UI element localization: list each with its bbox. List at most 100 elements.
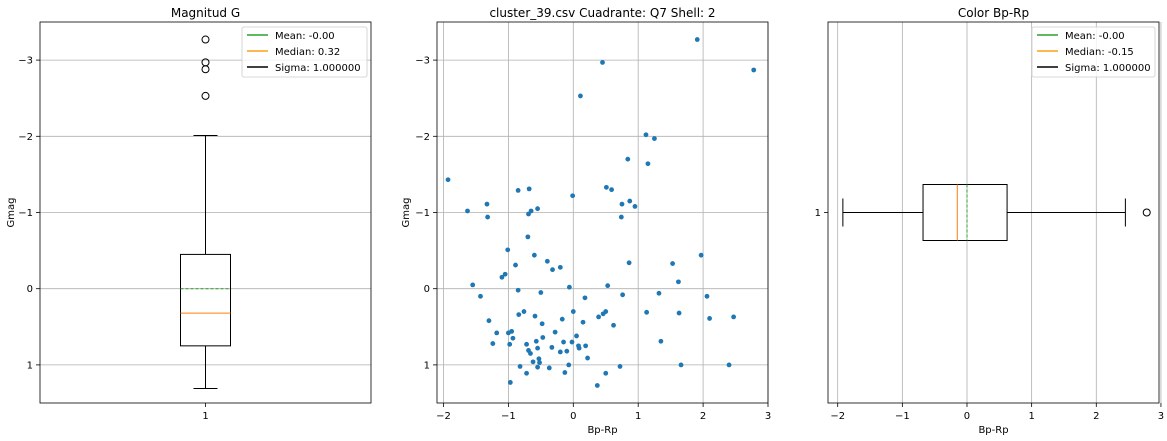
scatter-point xyxy=(486,318,492,324)
scatter-point xyxy=(676,310,682,316)
scatter-point xyxy=(507,380,513,385)
scatter-point xyxy=(580,319,586,325)
x-ticks: −2 −1 0 1 2 3 xyxy=(830,403,1164,422)
scatter-point xyxy=(569,339,575,345)
scatter-point xyxy=(510,335,516,341)
scatter-point xyxy=(517,364,523,369)
y-tick-label: −1 xyxy=(18,208,33,219)
scatter-point xyxy=(524,341,529,347)
scatter-point xyxy=(532,313,538,319)
y-tick-label: −3 xyxy=(18,56,33,67)
scatter-point xyxy=(676,279,681,285)
scatter-point xyxy=(544,258,550,264)
scatter-point xyxy=(609,187,614,193)
scatter-point xyxy=(494,330,500,336)
scatter-point xyxy=(465,208,470,214)
scatter-point xyxy=(505,247,511,253)
x-tick-label: −2 xyxy=(830,411,845,422)
scatter-point xyxy=(603,184,609,190)
scatter-point xyxy=(537,360,542,366)
scatter-point xyxy=(484,201,490,207)
scatter-point xyxy=(620,292,626,298)
scatter-points xyxy=(445,37,757,388)
scatter-point xyxy=(562,370,568,375)
scatter-point xyxy=(625,156,631,162)
y-tick-label: −3 xyxy=(415,56,430,67)
scatter-point xyxy=(478,293,483,299)
scatter-point xyxy=(507,341,513,347)
scatter-point xyxy=(546,365,552,371)
scatter-point xyxy=(603,370,609,376)
scatter-point xyxy=(652,136,657,141)
x-ticks: 1 xyxy=(202,403,209,422)
scatter-point xyxy=(539,321,545,327)
box-plot xyxy=(842,184,1151,241)
scatter-point xyxy=(445,177,451,183)
scatter-point xyxy=(509,328,515,334)
x-ticks: −2 −1 0 1 2 3 xyxy=(436,403,771,422)
scatter-point xyxy=(550,267,555,273)
scatter-point xyxy=(564,348,570,354)
legend-frame xyxy=(1031,26,1156,78)
scatter-point xyxy=(557,264,563,270)
scatter-point xyxy=(670,261,675,266)
scatter-point xyxy=(618,214,624,220)
cmd-scatter-plot: −3 −2 −1 0 1 −2 −1 0 1 2 3 cluster_39.csv Cuadran… xyxy=(401,6,771,436)
chart-title: cluster_39.csv Cuadrante: Q7 Shell: 2 xyxy=(489,6,715,20)
grid xyxy=(437,22,769,403)
scatter-point xyxy=(726,362,732,368)
y-tick-label: 0 xyxy=(27,284,33,295)
y-ticks: 1 xyxy=(815,208,828,219)
legend-frame xyxy=(241,26,368,78)
x-tick-label: 3 xyxy=(765,411,771,422)
x-tick-label: 2 xyxy=(1093,411,1099,422)
x-tick-label: 2 xyxy=(700,411,706,422)
scatter-point xyxy=(751,67,757,73)
scatter-point xyxy=(611,322,616,328)
scatter-point xyxy=(535,206,540,212)
legend-label-sigma: Sigma: 1.000000 xyxy=(1065,63,1151,74)
scatter-point xyxy=(582,295,588,301)
scatter-point xyxy=(570,193,576,199)
y-tick-label: 0 xyxy=(424,284,430,295)
scatter-point xyxy=(499,274,505,280)
legend-label-mean: Mean: -0.00 xyxy=(1065,31,1125,42)
scatter-point xyxy=(557,349,563,355)
scatter-point xyxy=(525,234,531,240)
scatter-point xyxy=(513,262,518,268)
scatter-point xyxy=(540,335,546,340)
scatter-point xyxy=(559,316,565,322)
scatter-point xyxy=(566,362,572,368)
scatter-point xyxy=(617,364,623,369)
scatter-point xyxy=(535,345,540,351)
scatter-point xyxy=(526,186,532,192)
x-tick-label: −1 xyxy=(895,411,910,422)
y-tick-label: 1 xyxy=(815,208,821,219)
chart-title: Color Bp-Rp xyxy=(958,6,1029,20)
scatter-point xyxy=(707,316,712,321)
scatter-point xyxy=(521,309,527,314)
scatter-point xyxy=(570,309,576,314)
scatter-point xyxy=(731,314,737,320)
scatter-point xyxy=(515,287,521,293)
scatter-point xyxy=(561,339,566,345)
y-tick-label: 1 xyxy=(27,360,33,371)
scatter-point xyxy=(632,204,638,209)
x-axis-label: Bp-Rp xyxy=(978,425,1008,436)
scatter-point xyxy=(502,271,508,277)
scatter-point xyxy=(470,282,476,288)
scatter-point xyxy=(643,132,649,138)
y-axis-label: Gmag xyxy=(6,198,17,228)
outlier-point xyxy=(201,91,210,100)
scatter-point xyxy=(578,93,583,99)
scatter-point xyxy=(538,290,544,295)
scatter-point xyxy=(531,252,537,258)
scatter-point xyxy=(536,356,542,362)
y-ticks: −3 −2 −1 0 1 xyxy=(415,56,437,371)
scatter-point xyxy=(567,284,572,290)
scatter-point xyxy=(533,338,539,344)
scatter-point xyxy=(585,355,590,361)
y-tick-label: −2 xyxy=(18,132,33,143)
x-tick-label: 1 xyxy=(635,411,641,422)
